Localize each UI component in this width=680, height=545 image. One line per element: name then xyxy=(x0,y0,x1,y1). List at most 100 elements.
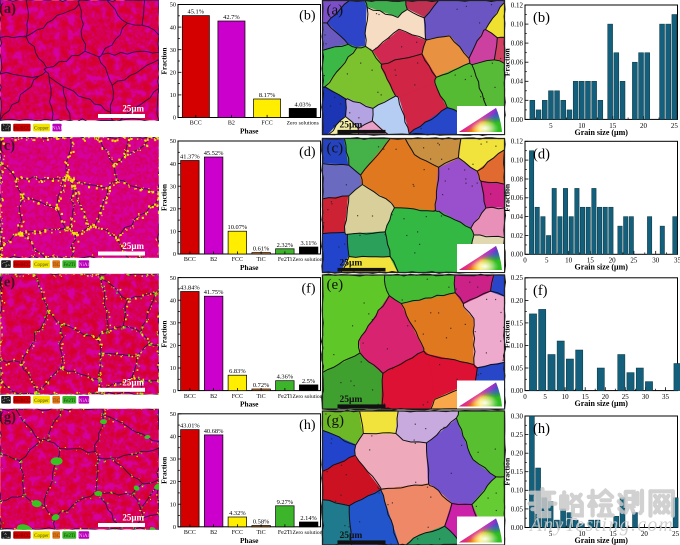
svg-text:40: 40 xyxy=(170,161,176,168)
svg-text:25μm: 25μm xyxy=(122,104,144,114)
svg-text:Fe2Ti: Fe2Ti xyxy=(63,263,75,268)
svg-text:NiAl: NiAl xyxy=(79,263,90,268)
svg-text:30: 30 xyxy=(170,456,176,463)
svg-text:25: 25 xyxy=(622,393,630,401)
svg-text:Fe2Ti: Fe2Ti xyxy=(63,534,75,539)
svg-text:0.12: 0.12 xyxy=(511,1,524,9)
svg-text:9.27%: 9.27% xyxy=(277,499,294,506)
svg-text:2.5%: 2.5% xyxy=(302,378,316,385)
svg-text:43.84%: 43.84% xyxy=(180,285,200,292)
svg-text:50: 50 xyxy=(170,275,176,282)
svg-text:FCC: FCC xyxy=(232,394,243,400)
svg-text:35: 35 xyxy=(662,393,670,401)
svg-text:30: 30 xyxy=(170,47,176,54)
svg-text:Phase: Phase xyxy=(240,536,259,545)
svg-text:50: 50 xyxy=(170,2,176,9)
svg-text:Fe2Ti: Fe2Ti xyxy=(278,530,292,536)
svg-text:45.1%: 45.1% xyxy=(188,9,205,16)
svg-text:10.07%: 10.07% xyxy=(228,224,248,231)
svg-text:B2: B2 xyxy=(210,530,217,536)
svg-text:Copper: Copper xyxy=(34,263,49,268)
svg-text:0.04: 0.04 xyxy=(511,78,524,86)
svg-text:40.68%: 40.68% xyxy=(204,428,224,435)
svg-text:B2: B2 xyxy=(228,121,235,127)
svg-text:0.05: 0.05 xyxy=(511,364,524,372)
svg-text:Phase: Phase xyxy=(240,400,259,409)
svg-text:10: 10 xyxy=(562,393,570,401)
svg-text:25μm: 25μm xyxy=(340,121,363,131)
svg-text:4.36%: 4.36% xyxy=(277,374,294,381)
svg-text:50: 50 xyxy=(170,138,176,145)
svg-text:Copper: Copper xyxy=(34,534,49,539)
svg-text:3.11%: 3.11% xyxy=(300,240,317,247)
svg-text:TiC: TiC xyxy=(52,263,60,268)
svg-text:25: 25 xyxy=(630,257,638,265)
svg-text:0.61%: 0.61% xyxy=(253,246,270,253)
svg-text:0.08: 0.08 xyxy=(511,175,524,183)
svg-text:Zero solutions: Zero solutions xyxy=(287,121,319,127)
svg-text:0.15: 0.15 xyxy=(511,468,524,476)
svg-text:30: 30 xyxy=(652,257,660,265)
svg-text:30: 30 xyxy=(170,320,176,327)
svg-text:45.52%: 45.52% xyxy=(204,150,224,157)
svg-text:(c): (c) xyxy=(0,138,15,154)
svg-text:NiAl: NiAl xyxy=(52,127,63,132)
svg-text:Grain size (μm): Grain size (μm) xyxy=(574,263,628,272)
svg-text:0.02: 0.02 xyxy=(511,232,524,240)
svg-text:20: 20 xyxy=(640,122,648,130)
svg-text:0: 0 xyxy=(173,388,176,395)
svg-text:50: 50 xyxy=(170,411,176,418)
svg-text:0.10: 0.10 xyxy=(511,487,524,495)
svg-text:25μm: 25μm xyxy=(122,241,144,251)
svg-text:B2: B2 xyxy=(210,394,217,400)
svg-text:25μm: 25μm xyxy=(122,513,144,523)
svg-text:2.14%: 2.14% xyxy=(300,515,317,522)
svg-text:20: 20 xyxy=(170,70,176,77)
svg-text:0: 0 xyxy=(523,393,527,401)
svg-text:0: 0 xyxy=(523,257,527,265)
svg-text:NiAl: NiAl xyxy=(79,399,90,404)
svg-text:0.30: 0.30 xyxy=(511,412,524,420)
svg-text:5: 5 xyxy=(543,393,547,401)
svg-text:15: 15 xyxy=(610,530,618,538)
svg-text:Fe-BCC: Fe-BCC xyxy=(14,399,31,404)
svg-text:20: 20 xyxy=(170,206,176,213)
svg-text:(b): (b) xyxy=(533,10,550,26)
svg-text:Grain size (μm): Grain size (μm) xyxy=(574,399,628,408)
svg-text:0.72%: 0.72% xyxy=(253,382,270,389)
svg-text:Fraction: Fraction xyxy=(160,321,169,348)
svg-text:10: 10 xyxy=(170,229,176,236)
svg-text:0.00: 0.00 xyxy=(511,116,524,124)
svg-text:43.01%: 43.01% xyxy=(180,423,200,430)
svg-text:BCC: BCC xyxy=(184,257,196,263)
svg-text:(e): (e) xyxy=(0,275,15,291)
svg-text:10: 10 xyxy=(578,530,586,538)
svg-text:Zero solutions: Zero solutions xyxy=(293,257,325,263)
svg-text:25μm: 25μm xyxy=(340,259,363,269)
svg-text:0: 0 xyxy=(173,251,176,258)
svg-text:20: 20 xyxy=(170,343,176,350)
svg-text:5: 5 xyxy=(545,257,549,265)
svg-text:Copper: Copper xyxy=(34,399,49,404)
svg-text:Fraction: Fraction xyxy=(503,457,512,486)
svg-text:B2: B2 xyxy=(210,257,217,263)
svg-text:35: 35 xyxy=(674,257,680,265)
svg-text:(b): (b) xyxy=(299,9,316,24)
svg-text:25μm: 25μm xyxy=(340,531,363,541)
svg-text:(d): (d) xyxy=(299,145,316,160)
svg-text:25: 25 xyxy=(671,122,679,130)
svg-text:Fraction: Fraction xyxy=(503,48,512,77)
svg-text:NiAl: NiAl xyxy=(79,534,90,539)
svg-text:Zero solutions: Zero solutions xyxy=(293,530,325,536)
svg-text:Phase: Phase xyxy=(240,127,259,136)
svg-text:Fe2Ti: Fe2Ti xyxy=(278,394,292,400)
svg-text:0.02: 0.02 xyxy=(511,97,524,105)
svg-text:40: 40 xyxy=(170,24,176,31)
svg-text:0: 0 xyxy=(173,524,176,531)
svg-text:0.04: 0.04 xyxy=(511,213,524,221)
svg-text:0.10: 0.10 xyxy=(511,157,524,165)
svg-text:20: 20 xyxy=(602,393,610,401)
svg-text:40: 40 xyxy=(170,297,176,304)
svg-text:20: 20 xyxy=(641,530,649,538)
svg-text:(f): (f) xyxy=(302,282,316,297)
